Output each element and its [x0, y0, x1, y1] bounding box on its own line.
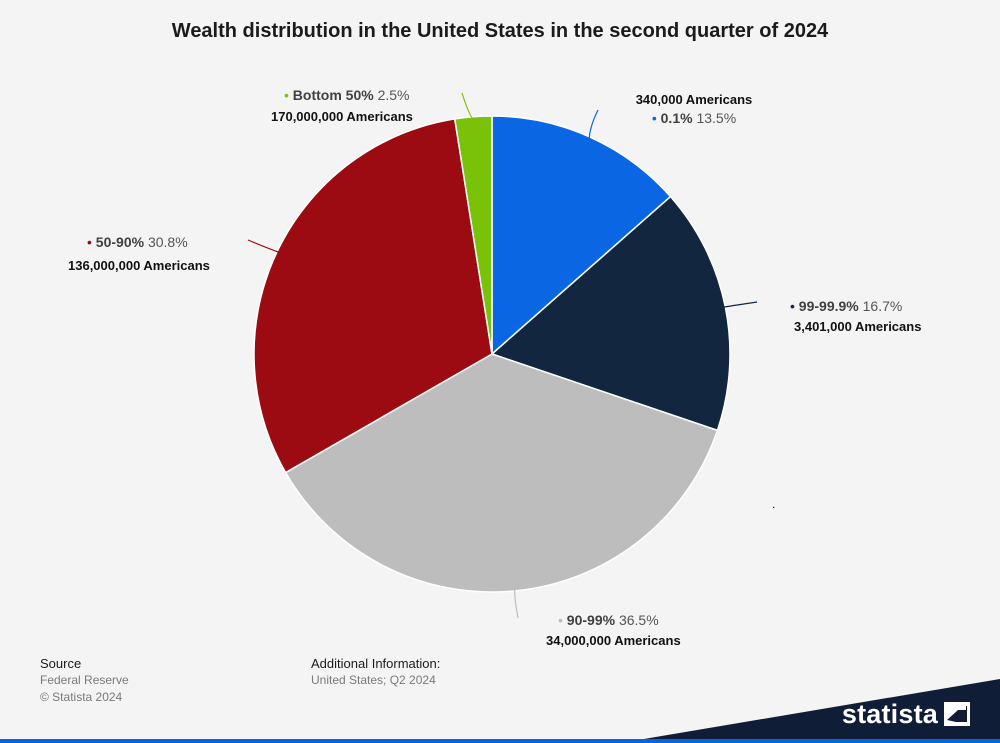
data-label-name: • 99-99.9% 16.7% [790, 298, 902, 314]
data-label-population: 3,401,000 Americans [794, 319, 921, 334]
source-link[interactable]: Federal Reserve [40, 673, 129, 687]
statista-wordmark: statista [841, 698, 938, 729]
label-connector [719, 301, 758, 309]
statista-flag-icon [944, 702, 970, 726]
additional-info-block: Additional Information: United States; Q… [311, 655, 440, 689]
data-label-group: 340,000 Americans • 0.1% 13.5% [636, 92, 753, 126]
data-label-name: • 90-99% 36.5% [558, 612, 659, 628]
data-label-name: • Bottom 50% 2.5% [284, 87, 410, 103]
label-connector [461, 92, 474, 120]
bottom-accent-line [0, 739, 1000, 743]
data-label-population: 340,000 Americans [636, 92, 753, 107]
statista-logo[interactable]: statista [842, 698, 970, 730]
label-connector [514, 588, 519, 619]
pie-slice-bottom-50-[interactable] [453, 115, 493, 355]
label-connector [247, 239, 280, 253]
data-label-group: • 50-90% 30.8% 136,000,000 Americans [68, 234, 210, 273]
additional-info-text: United States; Q2 2024 [311, 673, 436, 687]
additional-info-heading: Additional Information: [311, 656, 441, 671]
source-block: Source Federal Reserve © Statista 2024 [40, 655, 129, 706]
data-label-population: 34,000,000 Americans [546, 633, 681, 648]
chart-title: Wealth distribution in the United States… [171, 20, 829, 42]
data-label-name: • 50-90% 30.8% [87, 234, 188, 250]
data-label-name: • 0.1% 13.5% [652, 110, 736, 126]
data-label-population: 170,000,000 Americans [271, 109, 413, 124]
label-connector [588, 109, 599, 139]
data-label-population: 136,000,000 Americans [68, 258, 210, 273]
stray-dot-mark: . [772, 497, 775, 511]
data-label-group: • Bottom 50% 2.5% 170,000,000 Americans [271, 87, 413, 124]
brand-bar [620, 679, 1000, 743]
pie-chart: 340,000 Americans • 0.1% 13.5% • 99-99.9% … [68, 87, 921, 648]
source-heading: Source [40, 656, 82, 671]
data-label-group: • 90-99% 36.5% 34,000,000 Americans [546, 612, 681, 648]
copyright-text: © Statista 2024 [40, 690, 123, 704]
pie-slice-0-1-[interactable] [491, 115, 672, 356]
data-label-group: • 99-99.9% 16.7% 3,401,000 Americans [790, 298, 921, 334]
